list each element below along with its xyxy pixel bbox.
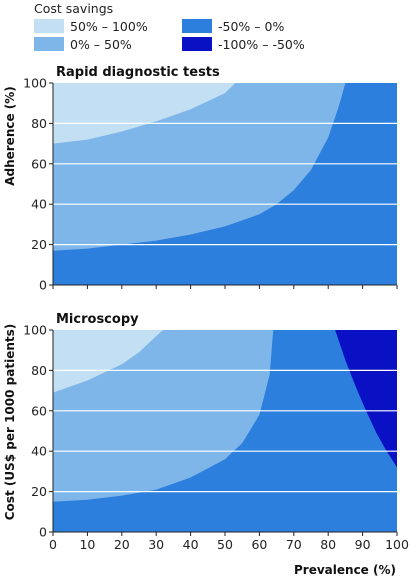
x-tick-label: 20 xyxy=(114,537,130,552)
x-tick-label: 40 xyxy=(183,537,199,552)
legend-label-1: 50% – 100% xyxy=(70,19,148,34)
y-axis-title-microscopy: Cost (US$ per 1000 patients) xyxy=(3,324,17,521)
y-tick-label: 80 xyxy=(31,363,47,378)
panel-title-microscopy: Microscopy xyxy=(56,312,139,327)
panel-title-rdt: Rapid diagnostic tests xyxy=(56,65,220,80)
x-tick-label: 0 xyxy=(49,537,57,552)
y-tick-label: 20 xyxy=(31,237,47,252)
panel-microscopy: Microscopy 0 20 40 60 80 100 0 10 20 30 40 50 60 70 80… xyxy=(3,312,409,577)
panel-rapid-diagnostic-tests: Rapid diagnostic tests 0 20 40 60 80 100 Adhe… xyxy=(3,65,398,293)
y-tick-label: 40 xyxy=(31,197,47,212)
y-tick-label: 40 xyxy=(31,444,47,459)
x-tick-label: 60 xyxy=(251,537,267,552)
legend-title: Cost savings xyxy=(34,1,113,16)
legend: Cost savings 50% – 100% 0% – 50% -50% – … xyxy=(34,1,305,52)
x-tick-label: 50 xyxy=(217,537,233,552)
region-50-100 xyxy=(53,83,236,144)
y-tick-label: 0 xyxy=(39,278,47,293)
y-axis-title-rdt: Adherence (%) xyxy=(3,86,17,186)
region-50-100 xyxy=(53,330,164,393)
x-tick-label: 30 xyxy=(148,537,164,552)
x-tick-label: 70 xyxy=(286,537,302,552)
x-tick-label: 90 xyxy=(355,537,371,552)
legend-swatch-3 xyxy=(182,19,212,33)
region-0-50 xyxy=(53,330,274,502)
y-tick-label: 80 xyxy=(31,116,47,131)
y-tick-label: 100 xyxy=(23,323,47,338)
legend-swatch-4 xyxy=(182,37,212,51)
region-neg100-neg50 xyxy=(335,330,397,468)
y-tick-label: 0 xyxy=(39,525,47,540)
y-tick-label: 60 xyxy=(31,403,47,418)
x-axis-title: Prevalence (%) xyxy=(294,563,396,577)
x-tick-label: 80 xyxy=(320,537,336,552)
legend-label-4: -100% – -50% xyxy=(218,37,305,52)
y-tick-label: 20 xyxy=(31,484,47,499)
x-tick-label: 100 xyxy=(385,537,409,552)
legend-label-2: 0% – 50% xyxy=(70,37,132,52)
x-tick-label: 10 xyxy=(79,537,95,552)
legend-swatch-1 xyxy=(34,19,64,33)
legend-label-3: -50% – 0% xyxy=(218,19,284,34)
y-tick-label: 100 xyxy=(23,76,47,91)
legend-swatch-2 xyxy=(34,37,64,51)
y-tick-label: 60 xyxy=(31,156,47,171)
